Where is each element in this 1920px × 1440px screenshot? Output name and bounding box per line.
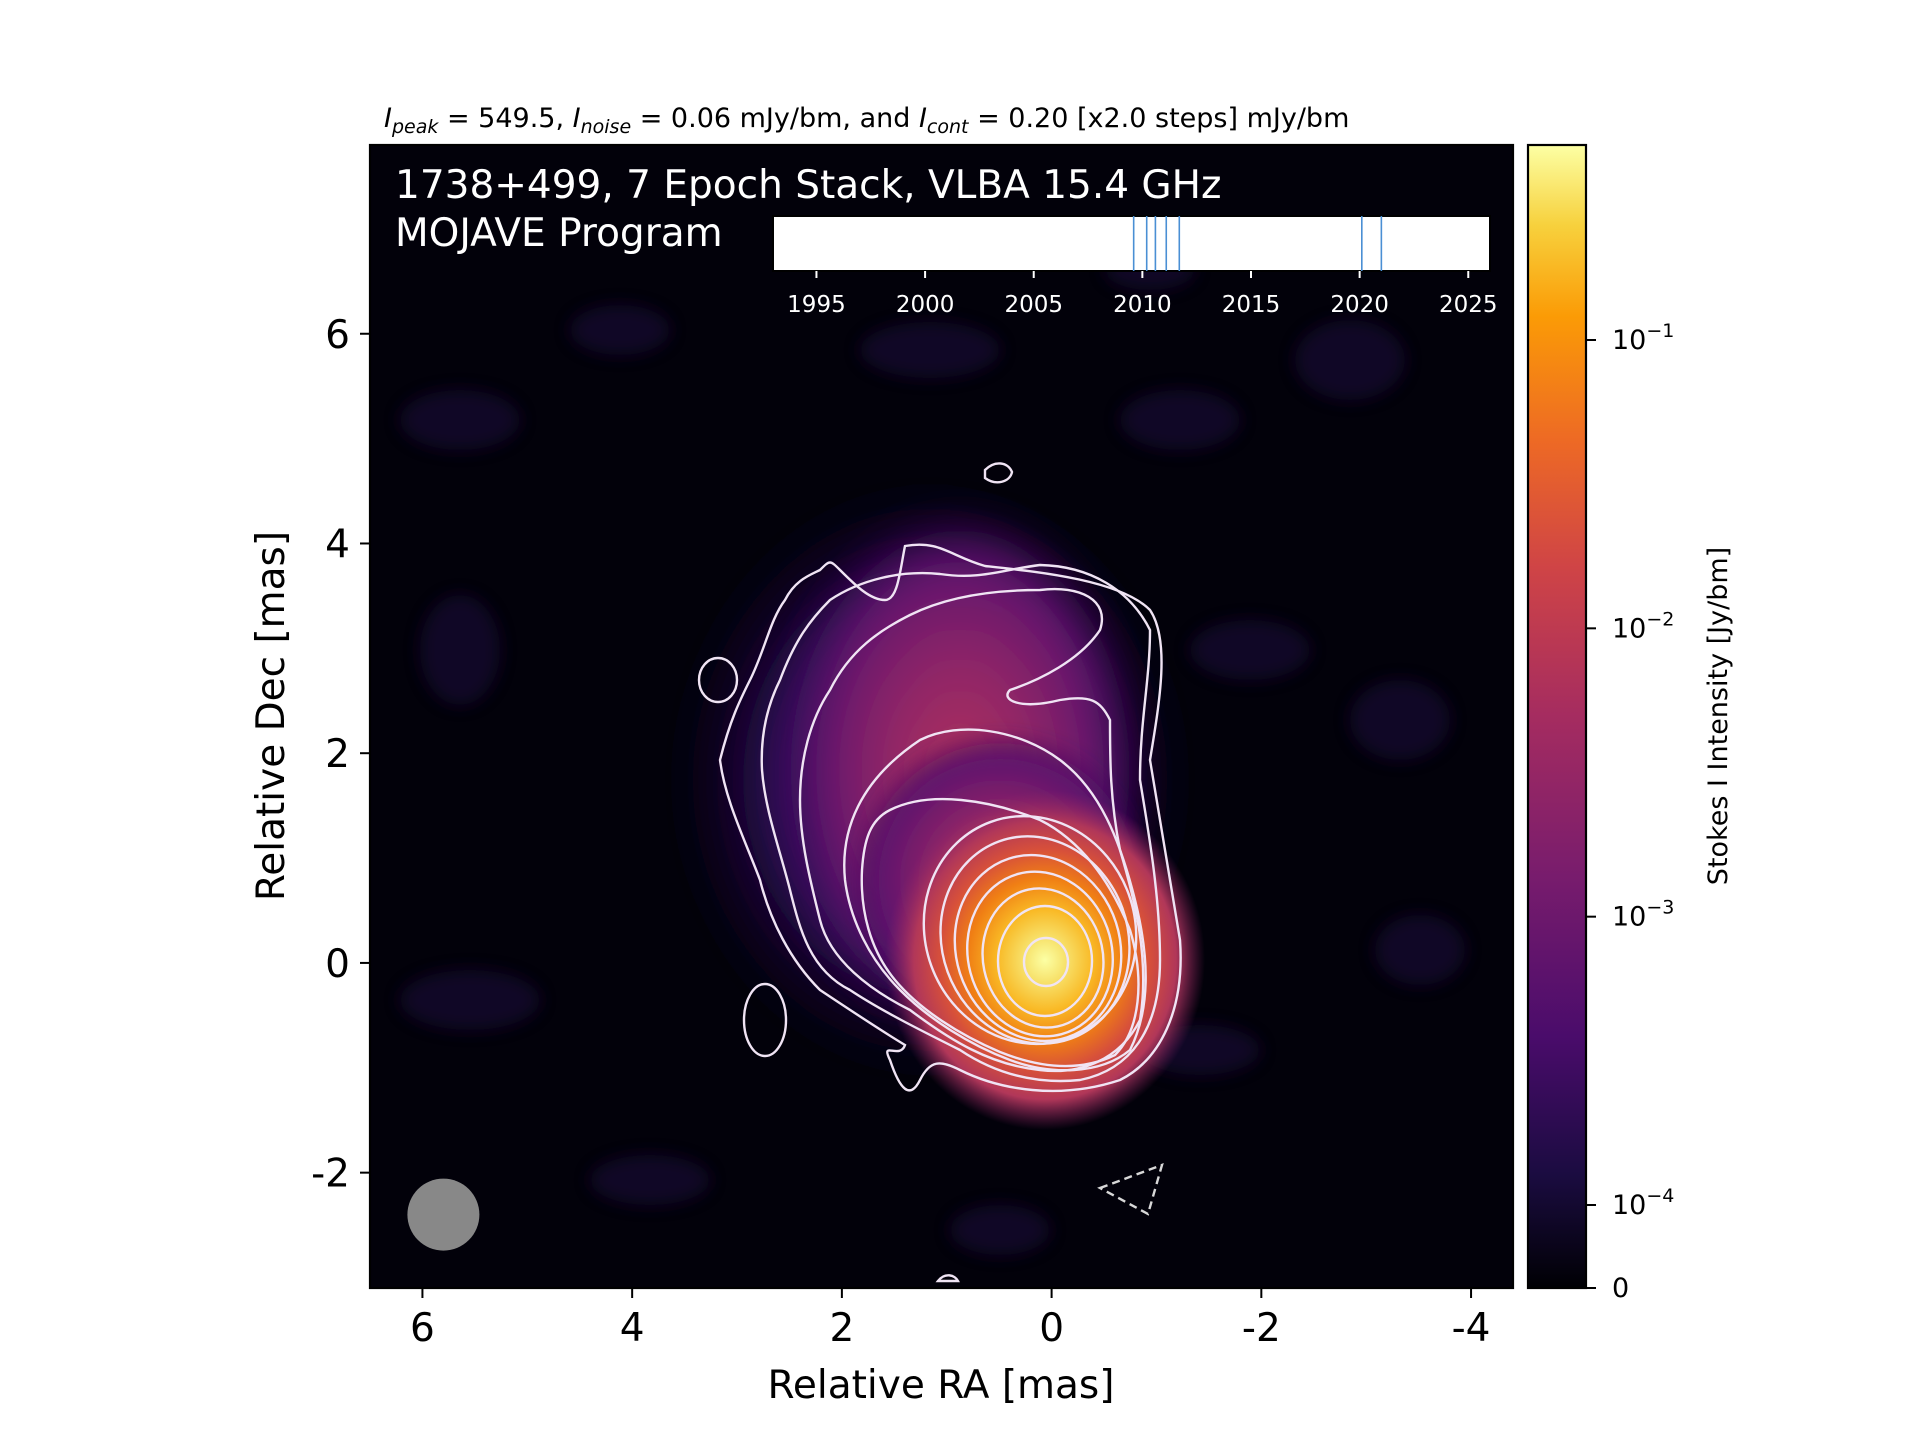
image-panel: 1738+499, 7 Epoch Stack, VLBA 15.4 GHz M… xyxy=(368,143,1515,1290)
epoch-tick-label: 2000 xyxy=(896,292,955,318)
contours xyxy=(697,462,1182,1283)
contour-level-2 xyxy=(760,563,1162,1083)
epoch-tick-label: 2025 xyxy=(1439,292,1498,318)
epoch-timeline-box xyxy=(772,215,1491,272)
colorbar-ticks: 10−1 10−2 10−3 10−4 0 xyxy=(1586,320,1674,1304)
title-peak-value: = 549.5, xyxy=(438,103,572,134)
colorbar-tick-label: 10−3 xyxy=(1612,897,1674,933)
epoch-ticks: 1995 2000 2005 2010 2015 2020 2025 xyxy=(787,271,1498,318)
epoch-lines xyxy=(1132,216,1383,271)
epoch-tick-label: 2010 xyxy=(1113,292,1172,318)
contour-level-11 xyxy=(996,904,1094,1018)
title-cont-sub: cont xyxy=(927,116,970,138)
colorbar-label: Stokes I Intensity [Jy/bm] xyxy=(1703,547,1734,885)
colorbar-tick-label: 10−2 xyxy=(1612,608,1674,644)
x-tick-label: -2 xyxy=(1242,1306,1281,1351)
title-cont-symbol: I xyxy=(919,103,927,134)
contour-level-12 xyxy=(1022,936,1070,988)
negative-contour xyxy=(1097,1163,1164,1216)
x-axis-label: Relative RA [mas] xyxy=(768,1363,1115,1408)
noise-patches xyxy=(400,250,1465,1255)
plot-title: Ipeak = 549.5, Inoise = 0.06 mJy/bm, and… xyxy=(384,103,1349,138)
title-cont-value: = 0.20 [x2.0 steps] mJy/bm xyxy=(968,103,1349,134)
epoch-tick-label: 2020 xyxy=(1330,292,1389,318)
title-peak-sub: peak xyxy=(391,116,439,138)
contour-level-7 xyxy=(939,835,1131,1045)
intensity-map xyxy=(400,250,1465,1255)
overlay-title: 1738+499, 7 Epoch Stack, VLBA 15.4 GHz xyxy=(395,163,1221,208)
y-axis: 6 4 2 0 -2 xyxy=(311,313,370,1197)
x-tick-label: -4 xyxy=(1452,1306,1491,1351)
colorbar-tick-label: 0 xyxy=(1612,1273,1629,1304)
contour-island-3 xyxy=(983,462,1014,484)
title-noise-sub: noise xyxy=(581,116,632,138)
overlay-subtitle: MOJAVE Program xyxy=(395,211,723,256)
y-tick-label: 4 xyxy=(325,522,350,567)
contour-level-5 xyxy=(860,797,1140,1068)
epoch-tick-label: 2005 xyxy=(1004,292,1063,318)
title-peak-symbol: I xyxy=(384,103,392,134)
x-tick-label: 4 xyxy=(620,1306,645,1351)
y-tick-label: -2 xyxy=(311,1152,350,1197)
contour-level-4 xyxy=(843,728,1147,1072)
contour-island-1 xyxy=(697,656,739,704)
title-noise-symbol: I xyxy=(573,103,581,134)
image-frame xyxy=(368,143,1515,1290)
contour-level-8 xyxy=(953,853,1123,1043)
colorbar-tick-label: 10−4 xyxy=(1612,1185,1674,1221)
contour-island-4 xyxy=(935,1274,960,1283)
colorbar-gradient xyxy=(1526,143,1588,1290)
epoch-tick-label: 1995 xyxy=(787,292,846,318)
x-axis: 6 4 2 0 -2 -4 xyxy=(410,1288,1491,1351)
y-tick-label: 6 xyxy=(325,313,350,358)
x-tick-label: 2 xyxy=(829,1306,854,1351)
contour-level-9 xyxy=(966,870,1114,1038)
y-axis-label: Relative Dec [mas] xyxy=(249,531,294,901)
y-tick-label: 0 xyxy=(325,942,350,987)
contour-level-10 xyxy=(981,887,1105,1029)
x-tick-label: 0 xyxy=(1039,1306,1064,1351)
epoch-timeline: 1995 2000 2005 2010 2015 2020 2025 xyxy=(772,215,1498,318)
epoch-tick-label: 2015 xyxy=(1222,292,1281,318)
title-noise-value: = 0.06 mJy/bm, and xyxy=(631,103,919,134)
x-tick-label: 6 xyxy=(410,1306,435,1351)
contour-level-1 xyxy=(718,543,1182,1093)
colorbar-tick-label: 10−1 xyxy=(1612,320,1674,356)
contour-island-2 xyxy=(742,982,788,1058)
y-tick-label: 2 xyxy=(325,732,350,777)
beam-ellipse xyxy=(407,1178,480,1251)
colorbar: 10−1 10−2 10−3 10−4 0 Stokes I Intensity [Jy… xyxy=(1526,143,1734,1304)
